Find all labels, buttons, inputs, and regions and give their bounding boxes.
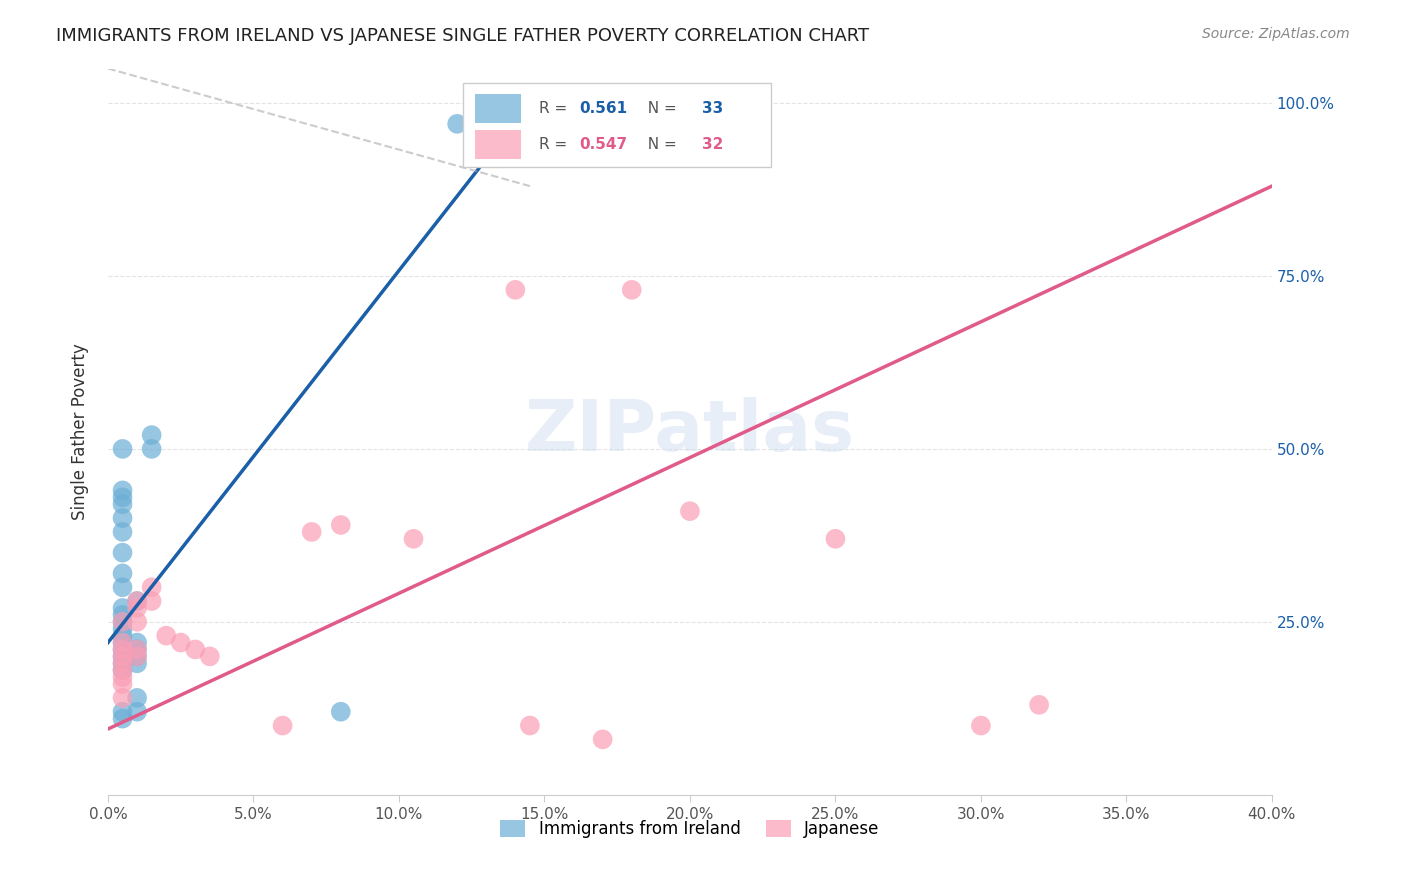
Text: 32: 32 [702, 137, 723, 153]
Point [111, 622, 134, 636]
Point [111, 635, 134, 649]
Point [127, 649, 149, 664]
Point [184, 642, 207, 657]
Point [127, 601, 149, 615]
Point [155, 629, 177, 643]
Point [679, 504, 702, 518]
Point [111, 497, 134, 511]
Point [111, 511, 134, 525]
Point [111, 657, 134, 671]
Text: N =: N = [637, 101, 681, 116]
Point [111, 663, 134, 677]
Point [519, 718, 541, 732]
Point [301, 524, 323, 539]
Point [111, 657, 134, 671]
Point [111, 649, 134, 664]
Point [111, 524, 134, 539]
Text: R =: R = [538, 101, 572, 116]
Point [111, 483, 134, 498]
Point [127, 615, 149, 629]
Text: N =: N = [637, 137, 681, 153]
Point [127, 642, 149, 657]
Point [127, 642, 149, 657]
Point [111, 629, 134, 643]
Point [111, 607, 134, 622]
Point [127, 657, 149, 671]
FancyBboxPatch shape [475, 130, 522, 160]
Text: Source: ZipAtlas.com: Source: ZipAtlas.com [1202, 27, 1350, 41]
Point [505, 283, 527, 297]
Text: ZIPatlas: ZIPatlas [524, 397, 855, 467]
Point [141, 580, 163, 594]
Point [970, 718, 993, 732]
Legend: Immigrants from Ireland, Japanese: Immigrants from Ireland, Japanese [494, 813, 886, 845]
Point [519, 117, 541, 131]
Point [127, 594, 149, 608]
Point [271, 718, 294, 732]
FancyBboxPatch shape [463, 83, 772, 167]
Point [127, 690, 149, 705]
Text: 33: 33 [702, 101, 723, 116]
Point [141, 594, 163, 608]
Text: IMMIGRANTS FROM IRELAND VS JAPANESE SINGLE FATHER POVERTY CORRELATION CHART: IMMIGRANTS FROM IRELAND VS JAPANESE SING… [56, 27, 869, 45]
Point [127, 594, 149, 608]
Point [111, 649, 134, 664]
Point [127, 649, 149, 664]
Y-axis label: Single Father Poverty: Single Father Poverty [72, 343, 89, 520]
Point [620, 283, 643, 297]
Point [111, 615, 134, 629]
Point [111, 642, 134, 657]
Text: R =: R = [498, 96, 531, 112]
Point [198, 649, 221, 664]
Point [111, 566, 134, 581]
Point [402, 532, 425, 546]
Text: 0.547: 0.547 [579, 137, 627, 153]
FancyBboxPatch shape [475, 94, 522, 123]
Point [111, 635, 134, 649]
Point [141, 428, 163, 442]
Point [111, 705, 134, 719]
Point [111, 580, 134, 594]
Point [111, 601, 134, 615]
Point [111, 663, 134, 677]
Point [329, 705, 352, 719]
Point [141, 442, 163, 456]
Point [127, 635, 149, 649]
Point [111, 615, 134, 629]
Text: R =: R = [538, 137, 572, 153]
Point [329, 518, 352, 533]
Point [446, 117, 468, 131]
Point [111, 642, 134, 657]
Point [111, 442, 134, 456]
Point [111, 690, 134, 705]
Point [170, 635, 193, 649]
Point [111, 546, 134, 560]
Point [1028, 698, 1050, 712]
Point [111, 670, 134, 684]
Text: 0.561: 0.561 [579, 101, 627, 116]
Point [127, 705, 149, 719]
Point [824, 532, 846, 546]
Point [592, 732, 614, 747]
Point [111, 677, 134, 691]
Point [111, 712, 134, 726]
Point [111, 491, 134, 505]
